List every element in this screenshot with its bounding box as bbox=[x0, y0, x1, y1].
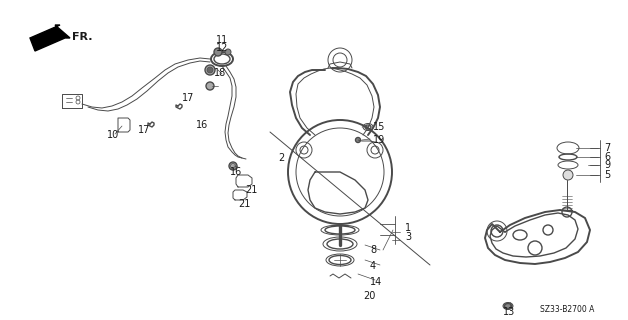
Text: 13: 13 bbox=[503, 307, 515, 317]
Ellipse shape bbox=[503, 302, 513, 309]
Circle shape bbox=[205, 65, 215, 75]
Text: 21: 21 bbox=[245, 185, 257, 195]
Text: 9: 9 bbox=[604, 160, 610, 170]
Text: 18: 18 bbox=[214, 68, 226, 78]
Text: 15: 15 bbox=[373, 122, 386, 132]
Text: 17: 17 bbox=[182, 93, 195, 103]
Circle shape bbox=[563, 170, 573, 180]
Text: 6: 6 bbox=[604, 152, 610, 162]
Text: 16: 16 bbox=[196, 120, 208, 130]
Text: 11: 11 bbox=[216, 35, 228, 45]
Text: 1: 1 bbox=[405, 223, 411, 233]
Text: 3: 3 bbox=[405, 232, 411, 242]
Text: 20: 20 bbox=[363, 291, 376, 301]
Text: SZ33-B2700 A: SZ33-B2700 A bbox=[540, 306, 594, 315]
Text: 19: 19 bbox=[373, 135, 385, 145]
Polygon shape bbox=[30, 25, 70, 51]
Text: 14: 14 bbox=[370, 277, 382, 287]
Text: 5: 5 bbox=[604, 170, 610, 180]
Circle shape bbox=[206, 82, 214, 90]
Text: 21: 21 bbox=[238, 199, 251, 209]
Text: FR.: FR. bbox=[72, 32, 92, 42]
Text: 17: 17 bbox=[138, 125, 150, 135]
Circle shape bbox=[229, 162, 237, 170]
Text: 16: 16 bbox=[230, 167, 242, 177]
Circle shape bbox=[214, 48, 222, 56]
Circle shape bbox=[207, 67, 213, 73]
Text: 2: 2 bbox=[278, 153, 284, 163]
Text: 12: 12 bbox=[216, 43, 228, 53]
Text: 8: 8 bbox=[370, 245, 376, 255]
Circle shape bbox=[225, 49, 231, 55]
Text: 4: 4 bbox=[370, 261, 376, 271]
Text: 10: 10 bbox=[107, 130, 119, 140]
Text: 7: 7 bbox=[604, 143, 610, 153]
Circle shape bbox=[355, 138, 360, 142]
